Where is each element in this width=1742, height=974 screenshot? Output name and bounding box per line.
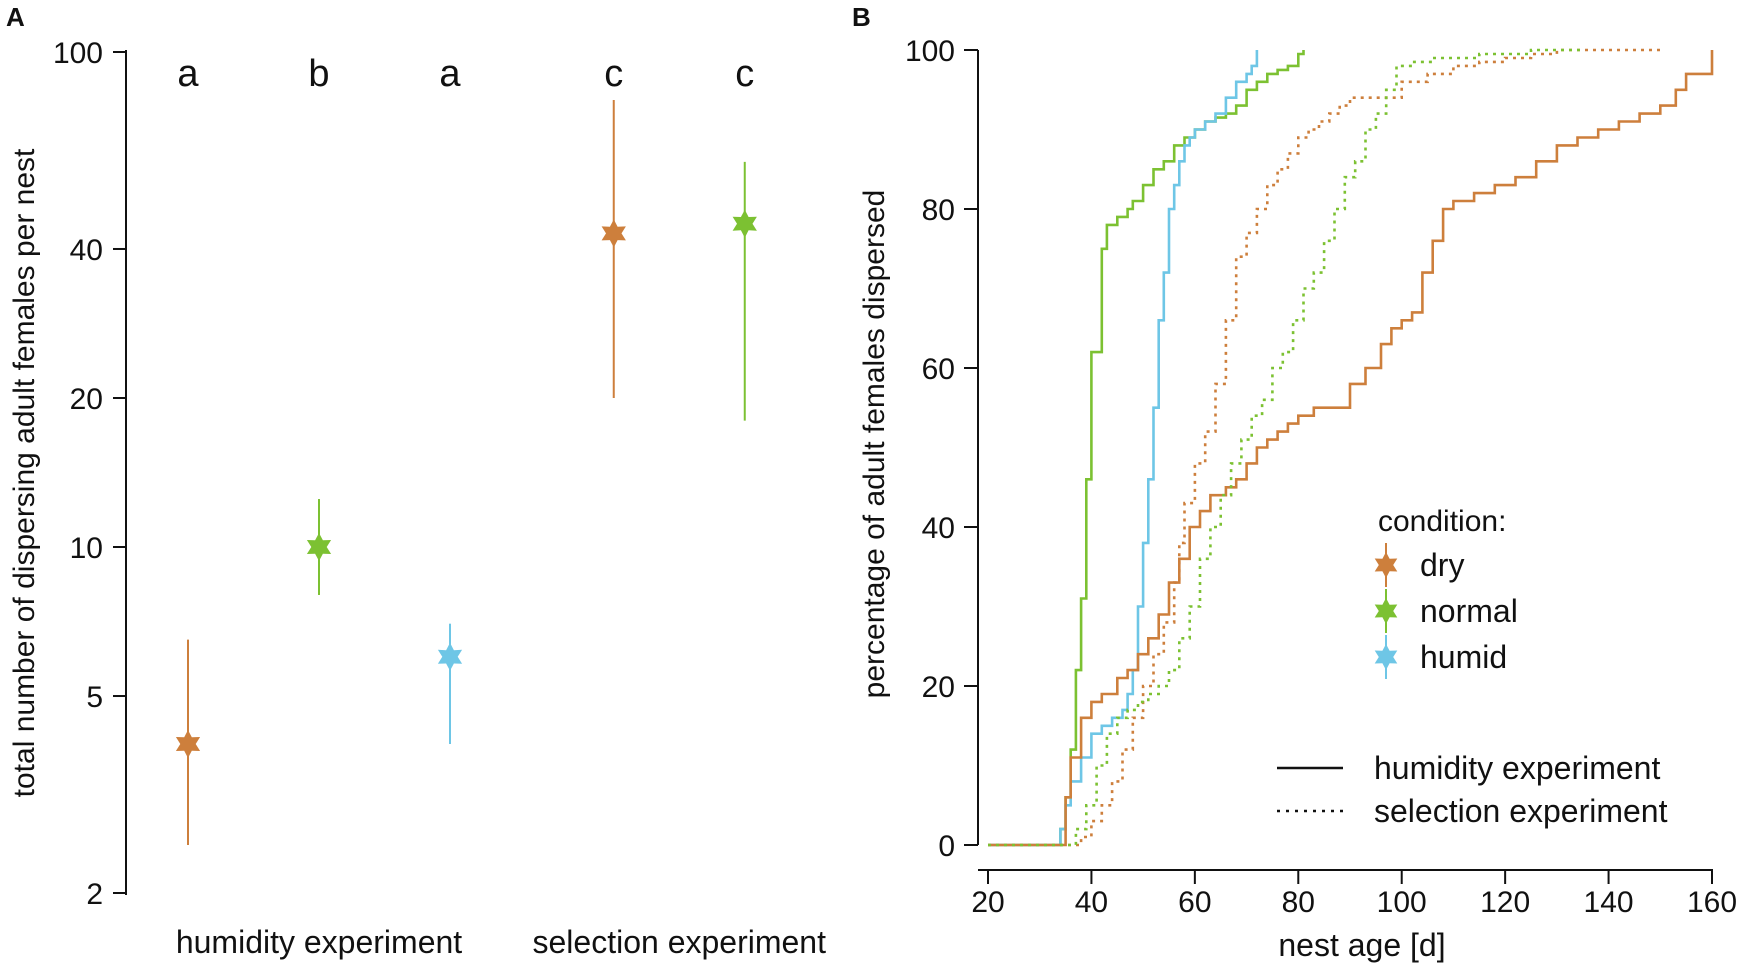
panel-a-y-ticks: 2 5 10 20 40 100 (53, 37, 126, 911)
panel-b-x-tick-label: 60 (1178, 886, 1211, 919)
series-line-selection-dry (988, 48, 1661, 847)
panel-b-x-tick-label: 160 (1687, 886, 1737, 919)
legend-label-humidity-experiment: humidity experiment (1374, 750, 1660, 786)
panel-b-y-tick-label: 60 (922, 353, 955, 386)
series-line-humidity-normal (988, 50, 1305, 847)
panel-b-x-tick-label: 20 (971, 886, 1004, 919)
series-line-selection-normal (988, 48, 1583, 847)
panel-a-significance-letter: c (735, 53, 754, 95)
panel-a-point-normal (732, 209, 757, 238)
panel-b-x-tick-label: 100 (1377, 886, 1427, 919)
panel-a-chart: 2 5 10 20 40 100 total number of dispersing a… (8, 37, 826, 960)
panel-a-y-tick-label: 100 (53, 37, 103, 70)
panel-b-y-axis-label: percentage of adult females dispersed (858, 190, 891, 699)
panel-b-chart: 0 20 40 60 80 100 20 40 60 80 100 120 140 160 percen… (858, 35, 1737, 963)
panel-a-point-dry (601, 219, 626, 248)
series-line-humidity-dry (988, 50, 1714, 847)
panel-a-significance-letter: b (308, 53, 329, 95)
panel-a-point-dry (175, 730, 201, 758)
legend-label-dry: dry (1420, 547, 1464, 583)
legend-label-normal: normal (1420, 593, 1518, 629)
panel-b-y-ticks: 0 20 40 60 80 100 (905, 35, 978, 863)
panel-a-group-label: selection experiment (533, 924, 827, 960)
panel-b-y-tick-label: 40 (922, 512, 955, 545)
panel-a-significance-letter: c (604, 53, 623, 95)
panel-a-significance-letter: a (177, 53, 199, 95)
panel-a-y-axis-label: total number of dispersing adult females… (8, 148, 41, 797)
experiment-legend: humidity experiment selection experiment (1277, 750, 1668, 829)
panel-b-y-tick-label: 80 (922, 194, 955, 227)
panel-b-x-ticks: 20 40 60 80 100 120 140 160 (971, 870, 1737, 919)
panel-b-label: B (852, 2, 871, 32)
panel-b-series-lines (988, 48, 1714, 847)
legend-label-humid: humid (1420, 639, 1507, 675)
condition-legend: condition: dry normal humid (1374, 505, 1518, 679)
panel-a-error-bars (187, 99, 746, 846)
panel-a-group-label: humidity experiment (176, 924, 462, 960)
legend-label-selection-experiment: selection experiment (1374, 793, 1668, 829)
condition-legend-title: condition: (1378, 505, 1506, 538)
panel-b-y-tick-label: 100 (905, 35, 955, 68)
panel-a-point-humid (437, 642, 463, 671)
panel-a-y-tick-label: 20 (70, 383, 103, 416)
panel-b-y-tick-label: 0 (938, 830, 955, 863)
panel-b-y-tick-label: 20 (922, 671, 955, 704)
legend-star-dry (1374, 552, 1398, 578)
series-line-humidity-humid (988, 50, 1259, 847)
panel-a-y-tick-label: 5 (86, 681, 103, 714)
panel-a-label: A (6, 2, 25, 32)
panel-a-points (175, 209, 757, 758)
panel-a-group-labels: humidity experiment selection experiment (176, 924, 826, 960)
panel-a-significance-letter: a (439, 53, 461, 95)
panel-a-point-normal (306, 533, 332, 561)
panel-a-y-tick-label: 2 (86, 878, 103, 911)
legend-star-normal (1374, 598, 1398, 624)
panel-b-x-tick-label: 120 (1480, 886, 1530, 919)
panel-b-x-tick-label: 140 (1584, 886, 1634, 919)
legend-star-humid (1374, 644, 1398, 670)
panel-a-y-tick-label: 10 (70, 532, 103, 565)
panel-b-x-tick-label: 80 (1282, 886, 1315, 919)
panel-b-x-tick-label: 40 (1075, 886, 1108, 919)
panel-b-x-axis-label: nest age [d] (1278, 927, 1445, 963)
panel-a-y-tick-label: 40 (70, 234, 103, 267)
